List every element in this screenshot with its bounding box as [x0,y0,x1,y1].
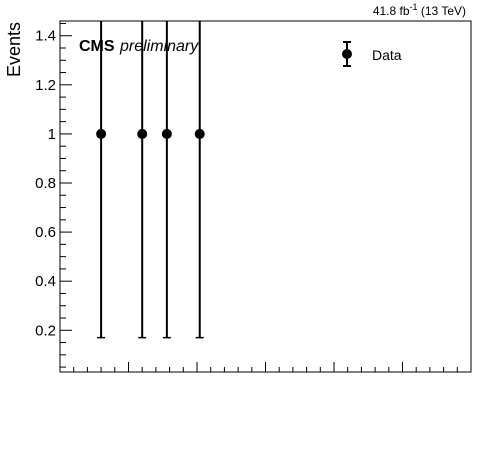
y-tick-label: 0.6 [35,224,56,241]
data-series [96,21,205,339]
plot-frame [59,20,472,373]
lumi-exponent: -1 [410,2,418,12]
lumi-value: 41.8 fb [373,4,410,18]
data-marker [137,128,148,139]
data-point [161,21,172,339]
y-tick-label: 0.8 [35,175,56,192]
legend-label-data: Data [372,47,402,63]
preliminary-label: preliminary [119,38,199,55]
legend-marker [342,41,352,67]
data-marker [96,128,107,139]
y-tick-label: 0.2 [35,322,56,339]
y-axis-ticks: 0.2 0.4 0.6 0.8 1 1.2 1.4 [35,22,72,368]
y-axis-title: Events [4,22,24,77]
cms-label: CMS [79,38,115,55]
data-point [194,21,205,339]
y-tick-label: 0.4 [35,273,56,290]
data-marker [194,128,205,139]
legend: Data [342,41,402,67]
y-tick-label: 1 [48,126,56,143]
data-point [137,21,148,339]
y-tick-label: 1.4 [35,28,56,45]
data-point [96,21,107,339]
lumi-label: 41.8 fb-1 (13 TeV) [373,2,466,18]
lumi-energy: (13 TeV) [418,4,466,18]
x-axis-ticks [59,362,472,372]
data-marker [161,128,172,139]
y-tick-label: 1.2 [35,77,56,94]
